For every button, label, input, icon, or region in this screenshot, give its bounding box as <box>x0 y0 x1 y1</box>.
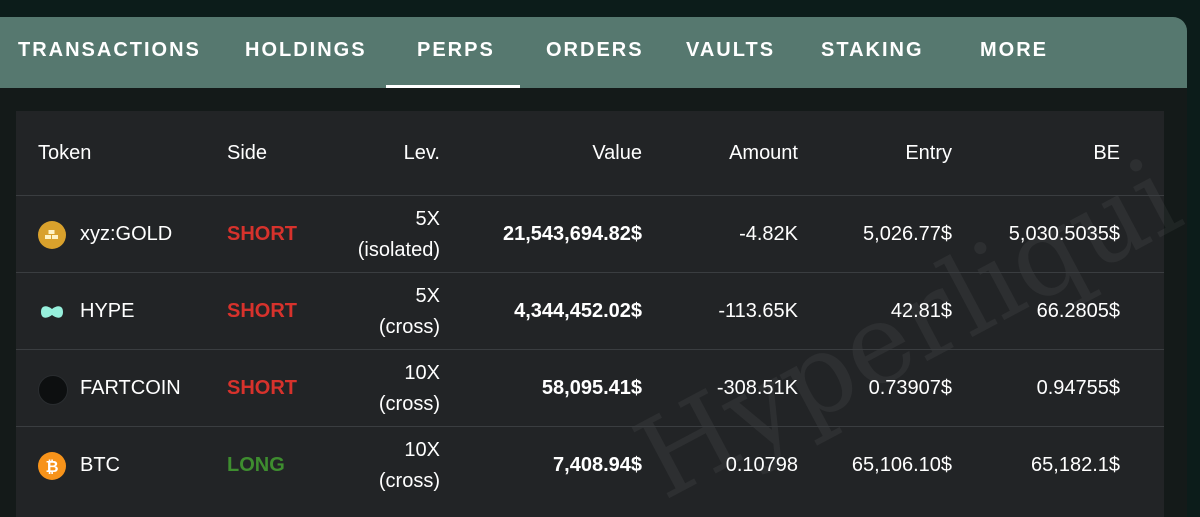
table-header: Token Side Lev. Value Amount Entry BE <box>16 111 1164 195</box>
token-name: FARTCOIN <box>80 377 181 399</box>
token-name: xyz:GOLD <box>80 223 173 245</box>
position-value: 7,408.94$ <box>553 454 642 476</box>
tab-vaults[interactable]: VAULTS <box>686 39 776 61</box>
token-name: HYPE <box>80 300 135 322</box>
side-badge: LONG <box>227 454 285 476</box>
position-amount: 0.10798 <box>725 454 798 476</box>
margin-mode: (cross) <box>378 316 440 338</box>
side-badge: SHORT <box>227 223 297 245</box>
leverage-value: 10X <box>404 439 440 461</box>
token-name: BTC <box>80 454 120 476</box>
leverage: 10X (cross) <box>320 435 440 497</box>
tab-more[interactable]: MORE <box>980 39 1048 61</box>
break-even-price: 65,182.1$ <box>1031 454 1120 476</box>
position-amount: -308.51K <box>716 377 798 399</box>
table-row[interactable]: ₿ BTC LONG 10X (cross) 7,408.94$ 0.10798… <box>16 426 1164 504</box>
header-entry[interactable]: Entry <box>905 142 952 164</box>
entry-price: 42.81$ <box>890 300 952 322</box>
tab-staking[interactable]: STAKING <box>821 39 924 61</box>
break-even-price: 5,030.5035$ <box>1008 223 1120 245</box>
table-row[interactable]: FARTCOIN SHORT 10X (cross) 58,095.41$ -3… <box>16 349 1164 427</box>
entry-price: 65,106.10$ <box>851 454 952 476</box>
leverage-value: 10X <box>404 362 440 384</box>
position-amount: -113.65K <box>718 300 798 322</box>
active-tab-indicator <box>386 85 520 88</box>
header-amount[interactable]: Amount <box>729 142 798 164</box>
position-value: 4,344,452.02$ <box>514 300 642 322</box>
tab-perps[interactable]: PERPS <box>417 39 495 61</box>
margin-mode: (cross) <box>378 393 440 415</box>
table-row[interactable]: HYPE SHORT 5X (cross) 4,344,452.02$ -113… <box>16 272 1164 350</box>
table-row[interactable]: xyz:GOLD SHORT 5X (isolated) 21,543,694.… <box>16 195 1164 273</box>
tab-holdings[interactable]: HOLDINGS <box>245 39 367 61</box>
entry-price: 0.73907$ <box>868 377 952 399</box>
header-be[interactable]: BE <box>1093 142 1120 164</box>
break-even-price: 66.2805$ <box>1036 300 1120 322</box>
position-value: 58,095.41$ <box>541 377 642 399</box>
portfolio-panel: TRANSACTIONS HOLDINGS PERPS ORDERS VAULT… <box>0 17 1187 517</box>
position-value: 21,543,694.82$ <box>502 223 642 245</box>
side-badge: SHORT <box>227 377 297 399</box>
leverage-value: 5X <box>415 285 440 307</box>
break-even-price: 0.94755$ <box>1036 377 1120 399</box>
side-badge: SHORT <box>227 300 297 322</box>
leverage: 5X (isolated) <box>320 204 440 266</box>
tab-transactions[interactable]: TRANSACTIONS <box>18 39 201 61</box>
tab-bar: TRANSACTIONS HOLDINGS PERPS ORDERS VAULT… <box>0 17 1187 88</box>
header-side[interactable]: Side <box>227 142 268 164</box>
entry-price: 5,026.77$ <box>863 223 952 245</box>
leverage: 10X (cross) <box>320 358 440 420</box>
perps-table: Hyperliqui Token Side Lev. Value Amount … <box>16 111 1187 517</box>
bitcoin-icon: ₿ <box>38 452 66 480</box>
header-token[interactable]: Token <box>38 142 92 164</box>
leverage: 5X (cross) <box>320 281 440 343</box>
header-value[interactable]: Value <box>592 142 642 164</box>
header-leverage[interactable]: Lev. <box>403 142 440 164</box>
position-amount: -4.82K <box>739 223 798 245</box>
svg-text:₿: ₿ <box>45 457 58 476</box>
margin-mode: (cross) <box>378 470 440 492</box>
leverage-value: 5X <box>415 208 440 230</box>
gold-bars-icon <box>38 221 66 249</box>
margin-mode: (isolated) <box>357 239 440 261</box>
hype-logo-icon <box>38 298 66 326</box>
fartcoin-logo-icon <box>38 375 68 405</box>
tab-orders[interactable]: ORDERS <box>546 39 644 61</box>
